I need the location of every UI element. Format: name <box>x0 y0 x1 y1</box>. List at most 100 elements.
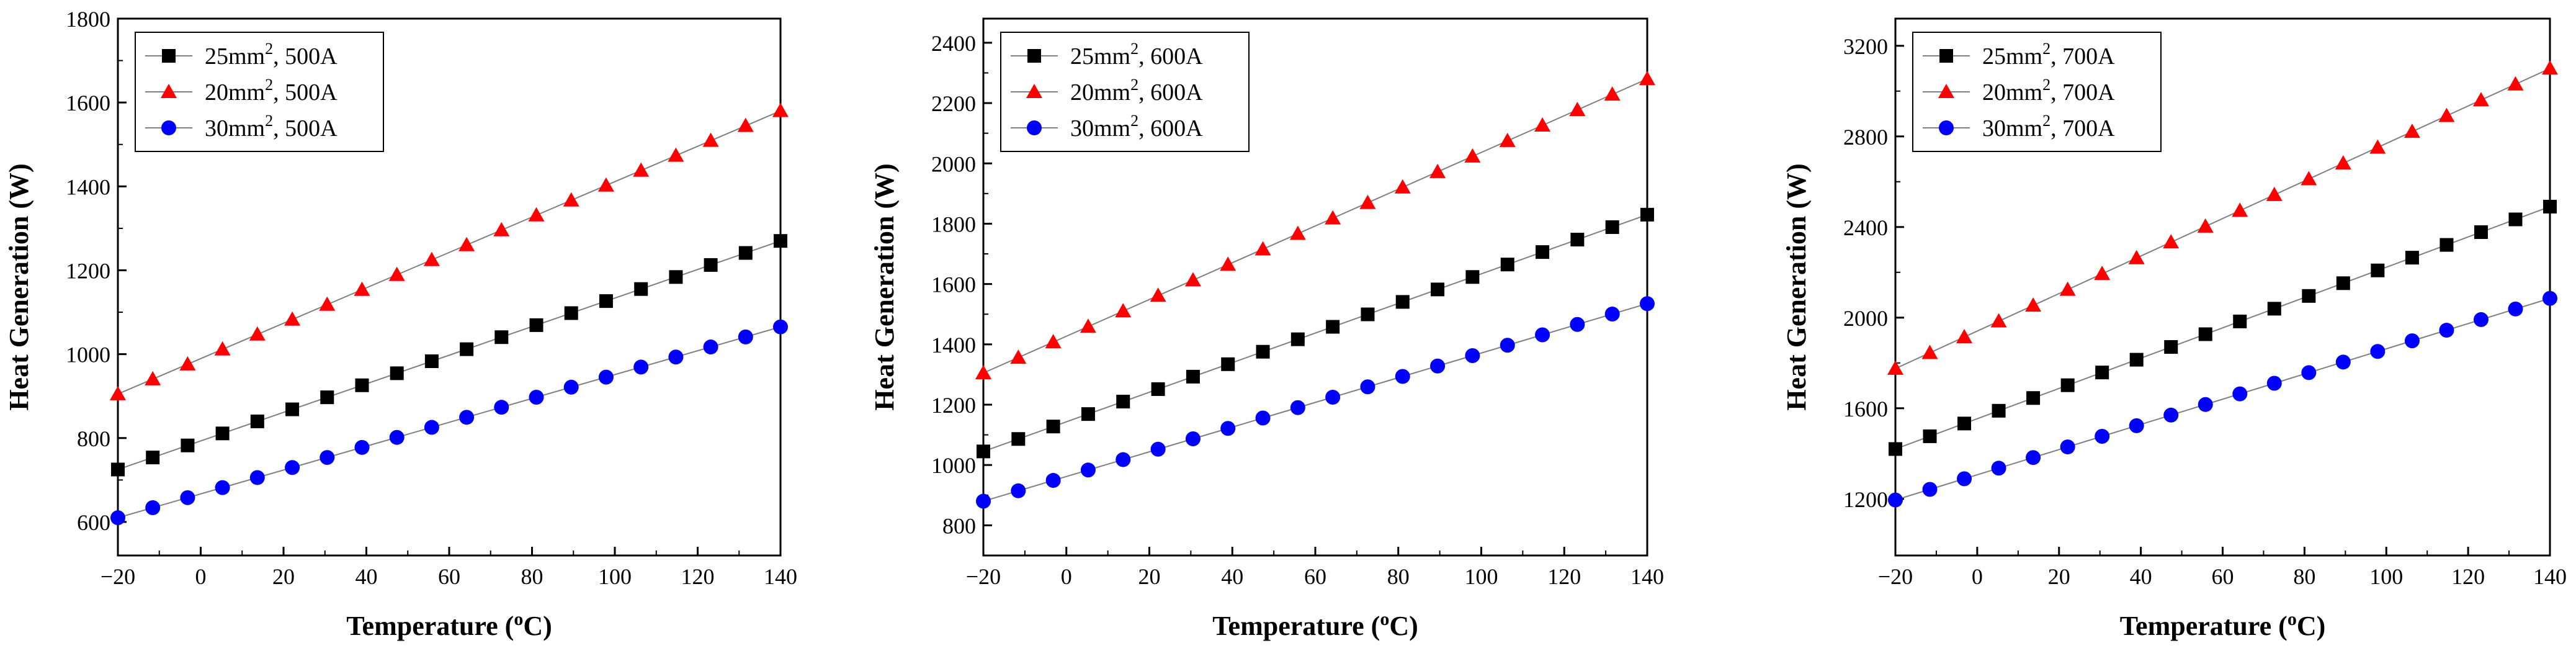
data-point-triangle <box>1464 148 1481 163</box>
legend-label-name: 25mm <box>1982 43 2042 70</box>
data-point-circle <box>285 460 300 475</box>
data-point-circle <box>1922 482 1938 497</box>
x-axis-label-unit: C) <box>2297 611 2325 641</box>
legend-marker-triangle <box>1938 84 1954 98</box>
data-point-triangle <box>493 222 510 236</box>
legend-label: 30mm2, 700A <box>1982 112 2115 142</box>
y-tick-label: 1600 <box>66 91 110 115</box>
data-point-triangle <box>737 117 754 132</box>
x-axis-label-main: Temperature ( <box>2120 611 2288 641</box>
data-point-triangle <box>110 385 126 400</box>
data-point-square <box>2267 302 2281 316</box>
x-tick-label: 100 <box>598 564 632 589</box>
data-point-circle <box>773 319 788 335</box>
legend-label-sup: 2 <box>2042 112 2051 130</box>
data-point-square <box>181 438 195 452</box>
data-point-circle <box>459 410 475 425</box>
data-point-circle <box>1325 390 1341 405</box>
data-point-triangle <box>2232 202 2248 217</box>
data-point-triangle <box>1220 256 1237 271</box>
legend-label-sup: 2 <box>1130 40 1138 58</box>
legend-label-name: 25mm <box>1070 43 1130 70</box>
data-point-triangle <box>2335 155 2351 170</box>
x-tick-label: 100 <box>1465 564 1498 589</box>
chart-panel-500a: −20 0 20 40 60 80 100 120 140 600 800 1000 1200 1400 1… <box>4 7 797 641</box>
data-point-square <box>1011 432 1026 446</box>
data-point-square <box>1186 369 1200 384</box>
data-point-triangle <box>1394 179 1411 194</box>
data-point-square <box>774 234 787 248</box>
x-axis-label-degree: o <box>2288 609 2297 629</box>
legend-label-suffix: , 600A <box>1138 115 1203 142</box>
data-point-triangle <box>1010 349 1027 364</box>
data-point-circle <box>2473 312 2489 327</box>
data-point-square <box>2508 212 2523 227</box>
x-axis-label-main: Temperature ( <box>1212 611 1380 641</box>
x-axis-label-main: Temperature ( <box>346 611 514 641</box>
data-point-triangle <box>2266 186 2283 201</box>
data-point-triangle <box>633 162 650 177</box>
x-tick-label: 0 <box>1972 564 1983 589</box>
x-tick-label: 140 <box>1630 564 1664 589</box>
legend-label: 20mm2, 700A <box>1982 76 2115 106</box>
data-point-triangle <box>772 102 789 117</box>
data-point-square <box>2095 366 2109 380</box>
y-tick-label: 2400 <box>931 31 976 56</box>
data-point-square <box>250 414 264 428</box>
y-tick-label: 1000 <box>66 343 110 367</box>
data-point-square <box>355 378 369 392</box>
data-point-circle <box>563 379 579 395</box>
data-point-square <box>529 318 543 332</box>
legend-label: 25mm2, 700A <box>1982 40 2115 70</box>
y-tick-label: 1400 <box>66 174 110 199</box>
data-point-circle <box>1080 462 1096 478</box>
data-point-circle <box>1045 473 1061 488</box>
data-point-circle <box>2266 375 2282 391</box>
y-tick-label: 1200 <box>931 393 976 418</box>
data-point-circle <box>1150 441 1166 457</box>
data-point-circle <box>1360 379 1375 395</box>
data-point-square <box>2405 251 2419 265</box>
data-point-square <box>1326 320 1340 334</box>
data-point-triangle <box>2025 297 2042 312</box>
data-point-square <box>2164 340 2178 354</box>
x-tick-label: 120 <box>2451 564 2485 589</box>
legend-marker-circle <box>1027 120 1042 135</box>
data-point-square <box>1431 282 1445 297</box>
data-point-square <box>460 342 474 356</box>
legend-label-sup: 2 <box>1130 112 1138 130</box>
y-tick-label: 800 <box>942 513 976 538</box>
data-point-triangle <box>145 371 161 385</box>
data-point-circle <box>2542 290 2557 306</box>
data-point-circle <box>215 480 230 495</box>
data-point-square <box>1361 307 1375 322</box>
data-point-square <box>1256 344 1270 359</box>
data-point-triangle <box>1534 117 1551 132</box>
data-point-square <box>2198 327 2212 341</box>
data-point-circle <box>1290 400 1305 415</box>
data-point-square <box>738 246 753 260</box>
data-point-circle <box>1185 431 1201 447</box>
data-point-triangle <box>2128 250 2145 264</box>
legend-label-suffix: , 600A <box>1138 79 1203 106</box>
legend-label-sup: 2 <box>265 76 273 94</box>
data-point-triangle <box>2369 139 2386 154</box>
data-point-square <box>704 258 718 272</box>
data-point-circle <box>2508 301 2523 317</box>
data-point-square <box>390 366 404 380</box>
legend-label-suffix: , 700A <box>2051 79 2115 106</box>
y-tick-label: 600 <box>77 510 110 535</box>
legend-marker-square <box>1027 49 1041 63</box>
data-point-square <box>1081 407 1095 421</box>
legend-label-name: 20mm <box>1982 79 2042 106</box>
legend-label: 25mm2, 600A <box>1070 40 1203 70</box>
x-tick-label: 60 <box>438 564 460 589</box>
data-point-circle <box>145 500 161 515</box>
x-tick-label: 80 <box>2293 564 2315 589</box>
data-point-triangle <box>1499 132 1516 147</box>
data-point-circle <box>2095 428 2110 444</box>
data-point-triangle <box>1429 163 1446 178</box>
legend-label-name: 25mm <box>205 43 265 70</box>
chart-panel-600a: −20 0 20 40 60 80 100 120 140 800 1000 1200 1400 1600… <box>869 17 1664 641</box>
data-point-square <box>1290 332 1305 346</box>
